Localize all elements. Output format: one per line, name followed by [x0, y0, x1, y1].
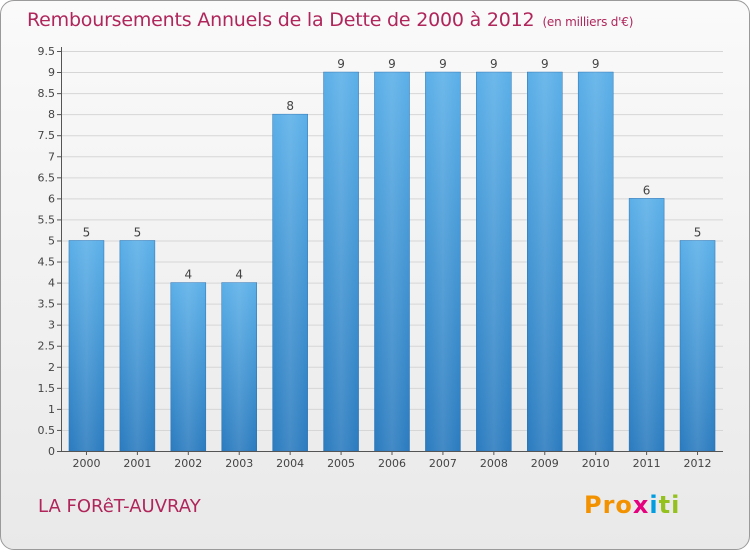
bar-shine [221, 282, 257, 451]
y-tick-label: 2.5 [38, 340, 56, 353]
x-tick-label: 2000 [72, 457, 100, 470]
title-unit: (en milliers d'€) [542, 15, 634, 29]
bar-shine [68, 240, 104, 451]
logo-part-2: x [632, 491, 650, 519]
y-tick-label: 5 [48, 234, 55, 247]
x-tick-label: 2008 [480, 457, 508, 470]
y-tick-label: 3 [48, 319, 55, 332]
bar-shine [527, 72, 563, 451]
y-tick-label: 6.5 [38, 171, 56, 184]
data-label: 5 [694, 225, 702, 239]
bar-shine [425, 72, 461, 451]
y-tick-label: 1 [48, 403, 55, 416]
x-tick-label: 2006 [378, 457, 406, 470]
y-tick-label: 7.5 [38, 129, 56, 142]
y-tick-label: 1.5 [38, 382, 56, 395]
bar-shine [680, 240, 716, 451]
x-tick-label: 2004 [276, 457, 304, 470]
x-tick-label: 2012 [684, 457, 712, 470]
data-label: 9 [388, 57, 396, 71]
data-label: 4 [184, 268, 192, 282]
bar-shine [476, 72, 512, 451]
y-tick-label: 8.5 [38, 87, 56, 100]
bar-shine [272, 114, 308, 451]
data-label: 4 [235, 268, 243, 282]
x-tick-label: 2003 [225, 457, 253, 470]
data-label: 8 [286, 99, 294, 113]
bar-shine [578, 72, 614, 451]
proxiti-logo: Proxiti [584, 491, 680, 519]
x-tick-label: 2002 [174, 457, 202, 470]
y-tick-label: 9.5 [38, 45, 56, 58]
y-tick-label: 3.5 [38, 298, 56, 311]
y-tick-label: 0.5 [38, 424, 56, 437]
data-label: 5 [134, 225, 142, 239]
y-tick-label: 4.5 [38, 256, 56, 269]
y-tick-label: 5.5 [38, 213, 56, 226]
y-tick-label: 2 [48, 361, 55, 374]
logo-part-4: ti [658, 491, 681, 519]
logo-part-3: i [649, 491, 659, 519]
bar-shine [170, 282, 206, 451]
bar-shine [323, 72, 359, 451]
bar-shine [119, 240, 155, 451]
town-name: LA FORêT-AUVRAY [38, 496, 201, 517]
x-tick-label: 2007 [429, 457, 457, 470]
x-tick-label: 2005 [327, 457, 355, 470]
data-label: 9 [592, 57, 600, 71]
title-text: Remboursements Annuels de la Dette de 20… [27, 9, 535, 31]
y-tick-label: 7 [48, 150, 55, 163]
data-label: 5 [83, 225, 91, 239]
x-tick-label: 2009 [531, 457, 559, 470]
data-label: 9 [439, 57, 447, 71]
chart-title: Remboursements Annuels de la Dette de 20… [27, 9, 633, 31]
x-tick-label: 2001 [123, 457, 151, 470]
y-tick-label: 4 [48, 277, 55, 290]
bar-shine [629, 198, 665, 451]
logo-part-1: Pro [584, 491, 633, 519]
data-label: 9 [490, 57, 498, 71]
bar-shine [374, 72, 410, 451]
x-tick-label: 2011 [633, 457, 661, 470]
y-tick-label: 8 [48, 108, 55, 121]
y-tick-label: 9 [48, 66, 55, 79]
y-tick-label: 6 [48, 192, 55, 205]
data-label: 9 [541, 57, 549, 71]
data-label: 9 [337, 57, 345, 71]
y-tick-label: 0 [48, 445, 55, 458]
data-label: 6 [643, 183, 651, 197]
x-tick-label: 2010 [582, 457, 610, 470]
